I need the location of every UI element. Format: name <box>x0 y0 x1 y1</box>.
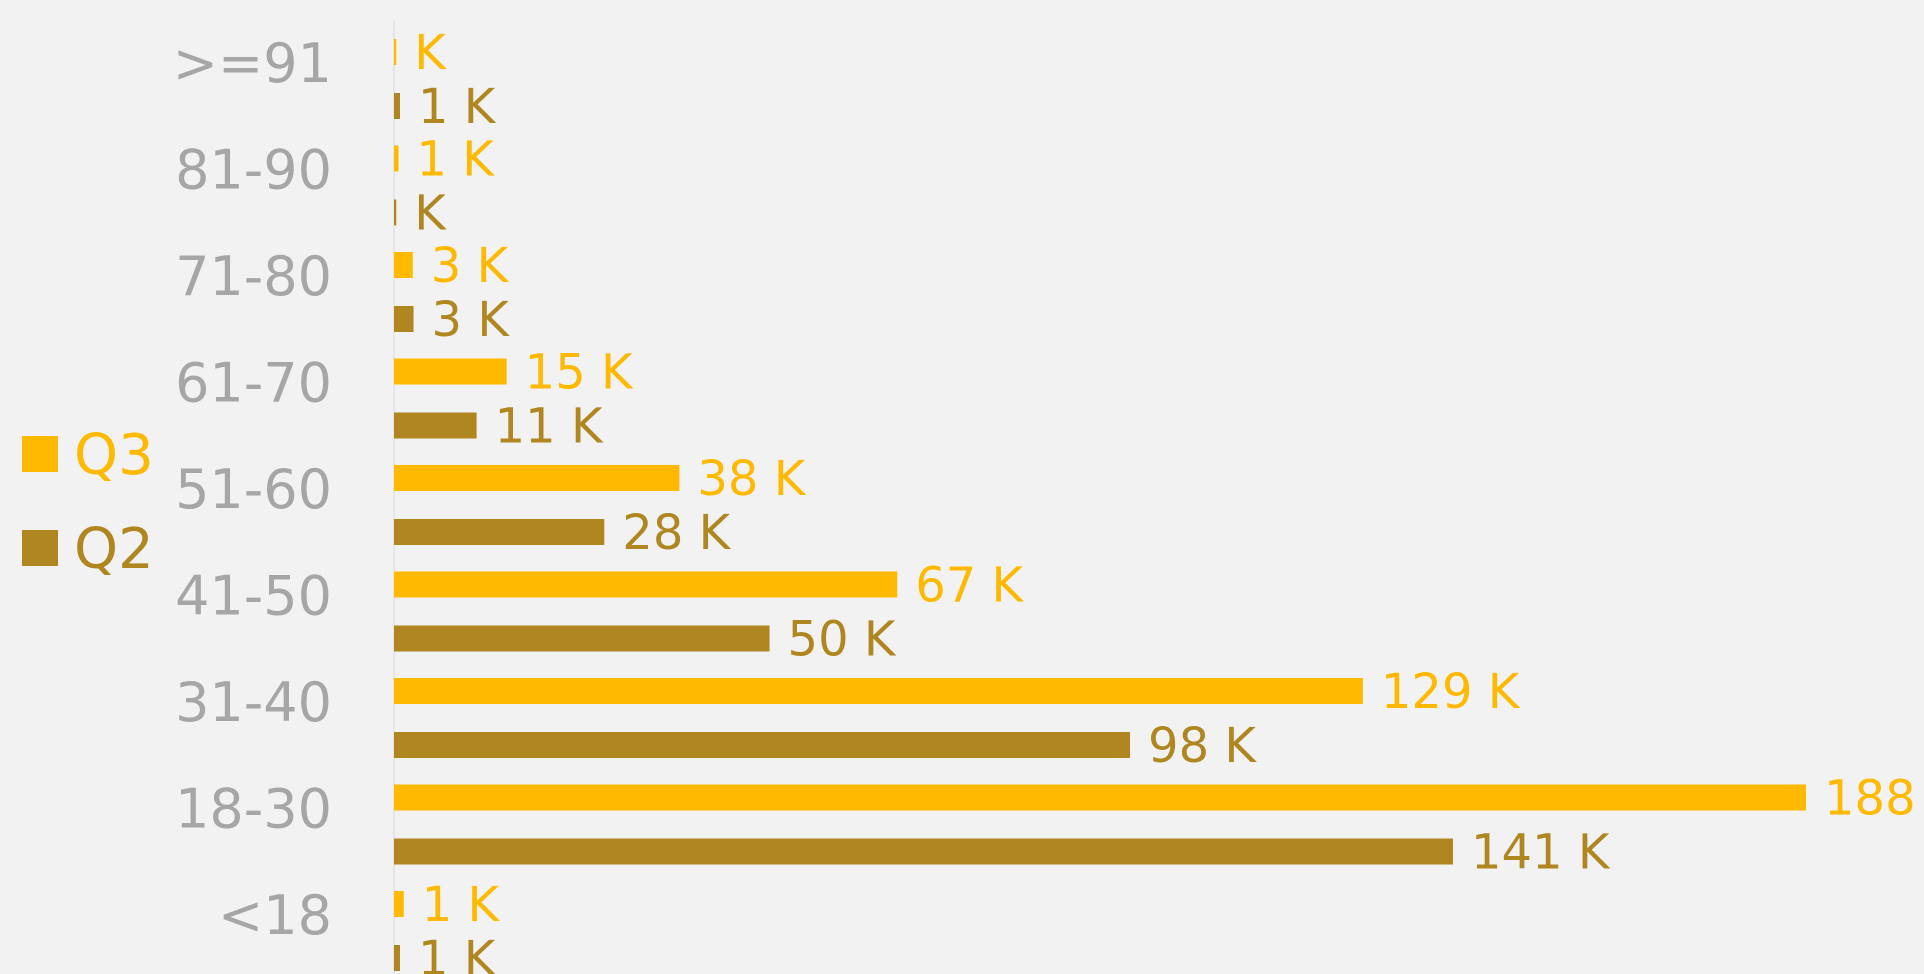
data-label-q2: 1 K <box>418 931 497 974</box>
category-label: 81-90 <box>175 139 332 202</box>
legend-label-q3: Q3 <box>74 423 154 488</box>
legend-swatch-q2 <box>22 530 58 566</box>
bar-q3 <box>394 465 680 491</box>
bar-q3 <box>394 571 898 598</box>
data-label-q2: 50 K <box>788 612 897 668</box>
data-label-q2: 3 K <box>432 292 511 348</box>
legend-label-q2: Q2 <box>74 517 154 582</box>
category-label: 31-40 <box>175 671 332 734</box>
bar-q2 <box>394 732 1131 758</box>
bar-q3 <box>394 145 399 172</box>
data-label-q3: 1 K <box>417 132 496 188</box>
bar-q2 <box>394 838 1453 865</box>
bar-q2 <box>394 306 414 332</box>
bar-q3 <box>394 678 1363 704</box>
bar-q2 <box>394 93 401 119</box>
bar-q2 <box>394 199 397 226</box>
bar-q3 <box>394 891 404 917</box>
data-label-q3: 129 K <box>1381 664 1521 720</box>
data-label-q2: K <box>414 186 447 242</box>
data-label-q3: 67 K <box>915 558 1024 614</box>
bar-q2 <box>394 519 605 545</box>
data-label-q3: K <box>414 25 447 81</box>
data-label-q3: 3 K <box>431 238 510 294</box>
category-label: <18 <box>218 884 332 947</box>
legend-swatch-q3 <box>22 436 58 472</box>
category-label: 41-50 <box>175 565 332 628</box>
category-label: 18-30 <box>175 778 332 841</box>
bar-q3 <box>394 358 507 385</box>
bar-q2 <box>394 625 770 652</box>
data-labels-group: K1 K1 KK3 K3 K15 K11 K38 K28 K67 K50 K12… <box>414 25 1924 974</box>
data-label-q2: 11 K <box>495 399 604 455</box>
data-label-q3: 15 K <box>525 345 634 401</box>
category-label: 61-70 <box>175 352 332 415</box>
category-label: 71-80 <box>175 245 332 308</box>
data-label-q2: 1 K <box>418 79 497 135</box>
bar-q3 <box>394 784 1806 811</box>
bar-q3 <box>394 252 413 278</box>
data-label-q2: 98 K <box>1148 718 1257 774</box>
data-label-q3: 38 K <box>697 451 806 507</box>
category-label: >=91 <box>173 32 332 95</box>
category-axis-labels: >=91 81-90 71-80 61-70 51-60 41-50 31-40 18-30 <… <box>173 32 332 947</box>
data-label-q2: 28 K <box>622 505 731 561</box>
bar-q2 <box>394 412 477 439</box>
data-label-q2: 141 K <box>1471 825 1611 881</box>
data-label-q3: 188 K <box>1824 771 1924 827</box>
bar-q3 <box>394 39 397 65</box>
bar-q2 <box>394 945 401 971</box>
data-label-q3: 1 K <box>422 877 501 933</box>
bars-group <box>394 39 1806 971</box>
category-label: 51-60 <box>175 458 332 521</box>
